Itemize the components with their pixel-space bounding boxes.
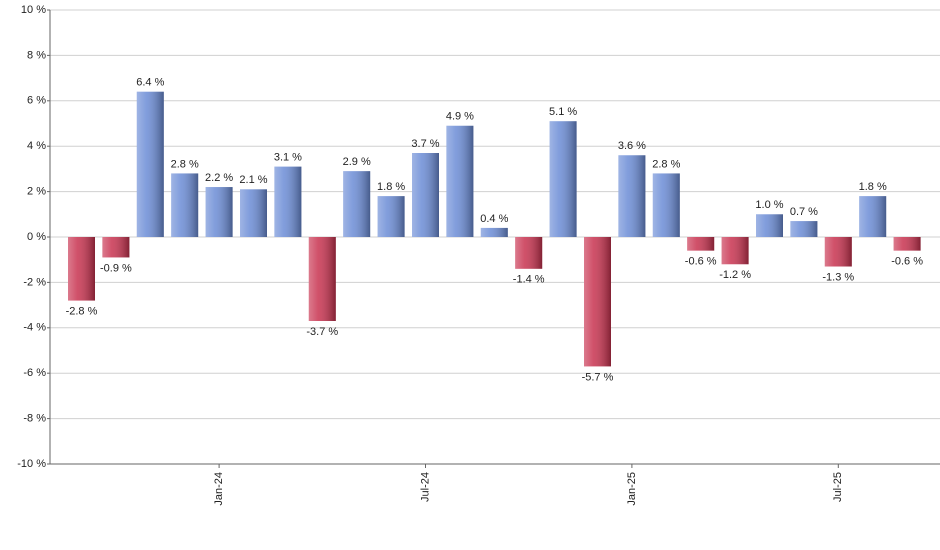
data-label: -2.8 % [66,305,98,317]
bar [343,171,371,237]
bar [824,237,852,267]
data-label: 6.4 % [136,77,164,89]
bar [652,173,680,237]
y-tick-label: 8 % [27,49,46,61]
data-label: 1.8 % [377,181,405,193]
bar [446,125,474,237]
bar [171,173,199,237]
data-label: 0.7 % [790,206,818,218]
bar [308,237,336,321]
bar [790,221,818,237]
data-label: 0.4 % [480,213,508,225]
bar [480,227,508,237]
data-label: -0.9 % [100,262,132,274]
data-label: -1.2 % [719,269,751,281]
data-label: 1.8 % [859,181,887,193]
y-tick-label: -8 % [23,413,46,425]
bar [893,237,921,251]
data-label: 2.9 % [343,156,371,168]
bar [584,237,611,367]
y-tick-label: -6 % [23,367,46,379]
bar [377,196,405,237]
data-label: 3.1 % [274,152,302,164]
bar [721,237,749,265]
y-tick-label: -10 % [17,458,46,470]
data-label: 2.8 % [652,158,680,170]
data-label: -1.4 % [513,274,545,286]
bar [549,121,577,237]
data-label: 1.0 % [755,199,783,211]
bar [412,153,439,237]
data-label: 2.1 % [239,174,267,186]
bar [687,237,715,251]
x-tick-label: Jul-24 [419,472,431,502]
y-tick-label: 6 % [27,95,46,107]
data-label: -0.6 % [891,256,923,268]
x-tick-label: Jan-25 [626,472,638,506]
bar [618,155,646,237]
bar [240,189,267,237]
bar [68,237,95,301]
data-label: -0.6 % [685,256,717,268]
bar [136,91,164,237]
bar [274,166,302,237]
data-label: 4.9 % [446,111,474,123]
bar [205,187,233,237]
y-tick-label: -4 % [23,322,46,334]
data-label: 3.6 % [618,140,646,152]
y-tick-label: 0 % [27,231,46,243]
data-label: -5.7 % [582,371,614,383]
data-label: 2.2 % [205,172,233,184]
data-label: 3.7 % [411,138,439,150]
y-tick-label: -2 % [23,276,46,288]
data-label: 5.1 % [549,106,577,118]
y-tick-label: 2 % [27,186,46,198]
data-label: -3.7 % [306,326,338,338]
data-label: 2.8 % [171,158,199,170]
y-tick-label: 10 % [21,4,46,16]
bar [515,237,543,269]
bar [102,237,130,258]
data-label: -1.3 % [822,271,854,283]
x-tick-label: Jan-24 [213,472,225,506]
y-tick-label: 4 % [27,140,46,152]
bar [756,214,783,237]
bar [859,196,887,237]
x-tick-label: Jul-25 [832,472,844,502]
